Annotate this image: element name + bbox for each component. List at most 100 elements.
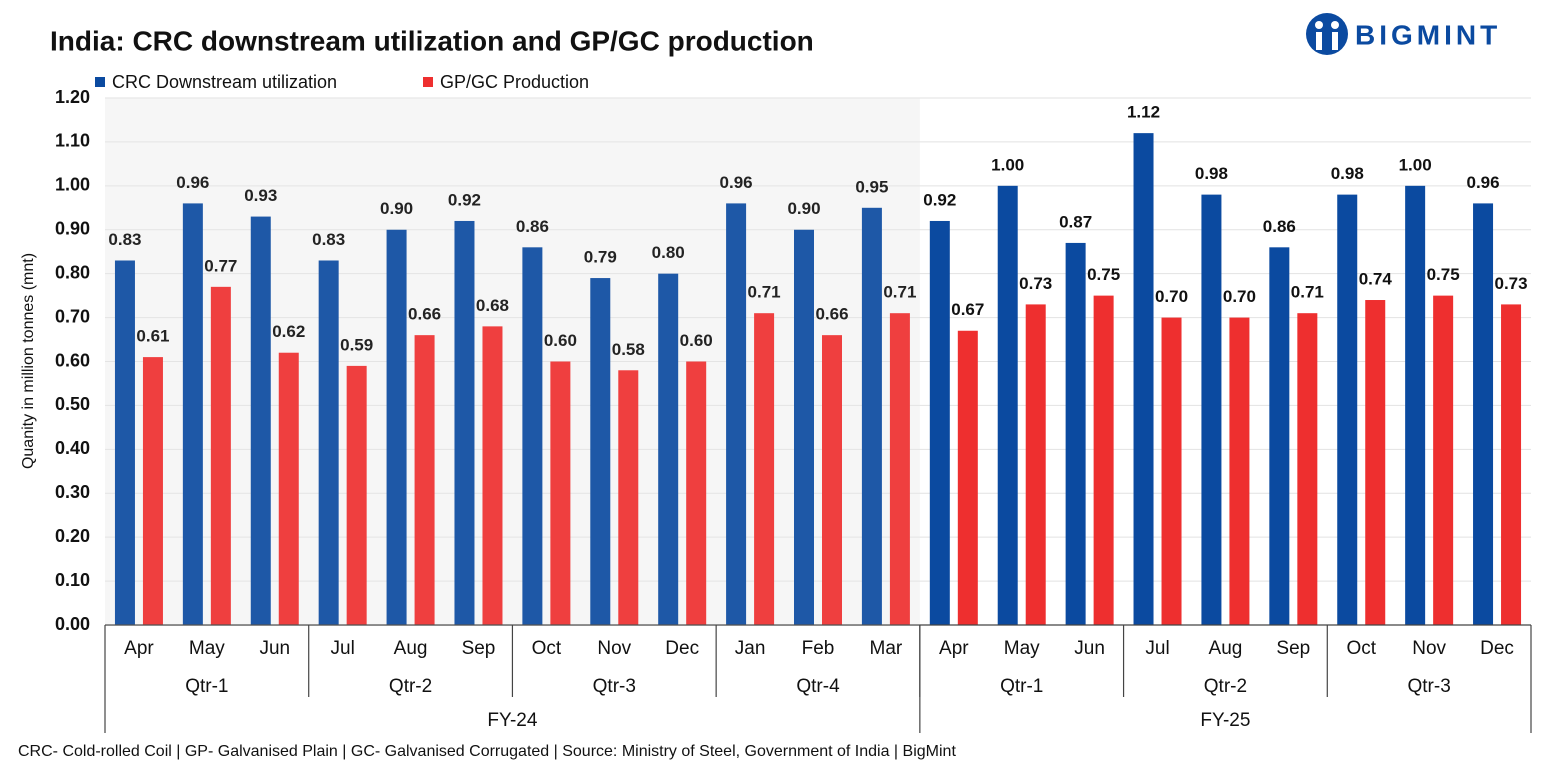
x-tick-label: Sep	[1276, 638, 1310, 659]
value-label: 0.73	[1019, 274, 1052, 293]
quarter-label: Qtr-3	[593, 676, 636, 697]
chart-title: India: CRC downstream utilization and GP…	[50, 25, 814, 56]
bar	[590, 278, 611, 625]
value-label: 0.93	[244, 186, 277, 205]
y-tick-label: 0.60	[55, 350, 90, 370]
value-label: 0.70	[1223, 287, 1256, 306]
value-label: 0.96	[176, 173, 209, 192]
bar	[1473, 203, 1494, 625]
y-tick-label: 0.90	[55, 219, 90, 239]
bar	[1065, 242, 1086, 626]
bar	[318, 260, 339, 625]
value-label: 0.58	[612, 340, 645, 359]
bar	[997, 185, 1018, 626]
value-label: 0.74	[1359, 270, 1393, 289]
y-tick-label: 0.50	[55, 394, 90, 414]
x-tick-label: May	[189, 638, 225, 659]
bar	[822, 335, 842, 625]
legend-label: GP/GC Production	[440, 72, 589, 92]
bar	[1229, 317, 1250, 625]
x-tick-label: May	[1004, 638, 1040, 659]
fy-24-overlay	[105, 98, 920, 625]
value-label: 0.98	[1195, 164, 1228, 183]
bar	[114, 260, 135, 625]
value-label: 0.70	[1155, 287, 1188, 306]
x-tick-label: Dec	[665, 638, 699, 659]
bar	[550, 361, 571, 625]
bar	[957, 330, 978, 625]
y-axis-label: Quanity in million tonnes (mnt)	[20, 253, 37, 469]
value-label: 0.71	[1291, 283, 1324, 302]
bar	[1201, 194, 1222, 625]
value-label: 0.86	[1263, 217, 1296, 236]
value-label: 0.66	[408, 305, 441, 324]
logo-icon-part	[1331, 21, 1339, 29]
bar	[346, 365, 367, 625]
bar	[658, 273, 679, 625]
bar	[414, 335, 435, 625]
value-label: 0.90	[380, 199, 413, 218]
bar	[522, 247, 543, 626]
bar	[929, 220, 950, 625]
y-tick-label: 0.70	[55, 306, 90, 326]
y-tick-label: 0.80	[55, 262, 90, 282]
bar	[794, 229, 814, 625]
y-tick-label: 0.20	[55, 526, 90, 546]
quarter-label: Qtr-4	[796, 676, 840, 697]
value-label: 0.92	[923, 190, 956, 209]
x-tick-label: Jan	[735, 638, 766, 659]
value-label: 0.60	[544, 331, 577, 350]
bar	[386, 229, 407, 625]
logo: BIGMINT	[1306, 13, 1497, 55]
y-tick-label: 0.00	[55, 614, 90, 634]
value-label: 0.83	[312, 230, 345, 249]
value-label: 0.92	[448, 190, 481, 209]
bar	[618, 370, 639, 625]
value-label: 0.75	[1427, 265, 1460, 284]
value-label: 0.80	[652, 243, 685, 262]
bar	[1269, 247, 1290, 626]
value-label: 0.79	[584, 248, 617, 267]
x-tick-label: Jul	[1145, 638, 1169, 659]
value-label: 0.83	[108, 230, 141, 249]
value-label: 0.87	[1059, 212, 1092, 231]
bar	[454, 220, 475, 625]
fiscal-year-label: FY-25	[1200, 710, 1250, 731]
value-label: 0.95	[855, 177, 888, 196]
x-tick-label: Dec	[1480, 638, 1514, 659]
value-label: 0.75	[1087, 265, 1120, 284]
y-tick-label: 0.30	[55, 482, 90, 502]
logo-icon-part	[1316, 32, 1322, 50]
y-tick-label: 0.40	[55, 438, 90, 458]
value-label: 0.96	[720, 173, 753, 192]
y-tick-label: 1.20	[55, 87, 90, 107]
x-tick-label: Feb	[802, 638, 835, 659]
x-tick-label: Oct	[1346, 638, 1376, 659]
bar	[754, 313, 775, 625]
bar	[278, 352, 299, 625]
bar	[861, 207, 882, 625]
value-label: 0.59	[340, 335, 373, 354]
bar	[182, 203, 203, 625]
value-label: 0.60	[680, 331, 713, 350]
x-tick-label: Nov	[1412, 638, 1446, 659]
bar	[1093, 295, 1114, 625]
value-label: 0.90	[787, 199, 820, 218]
legend-swatch	[423, 77, 433, 87]
x-tick-label: Mar	[870, 638, 903, 659]
x-tick-label: Sep	[462, 638, 496, 659]
bar	[1337, 194, 1358, 625]
bar	[1405, 185, 1426, 626]
value-label: 0.98	[1331, 164, 1364, 183]
y-tick-label: 1.10	[55, 131, 90, 151]
value-label: 0.86	[516, 217, 549, 236]
x-tick-label: Nov	[597, 638, 631, 659]
value-label: 0.66	[815, 305, 848, 324]
value-label: 0.96	[1467, 173, 1500, 192]
x-tick-label: Aug	[394, 638, 428, 659]
quarter-label: Qtr-2	[1204, 676, 1247, 697]
x-tick-label: Apr	[939, 638, 969, 659]
x-tick-label: Jul	[331, 638, 355, 659]
value-label: 0.71	[748, 283, 781, 302]
